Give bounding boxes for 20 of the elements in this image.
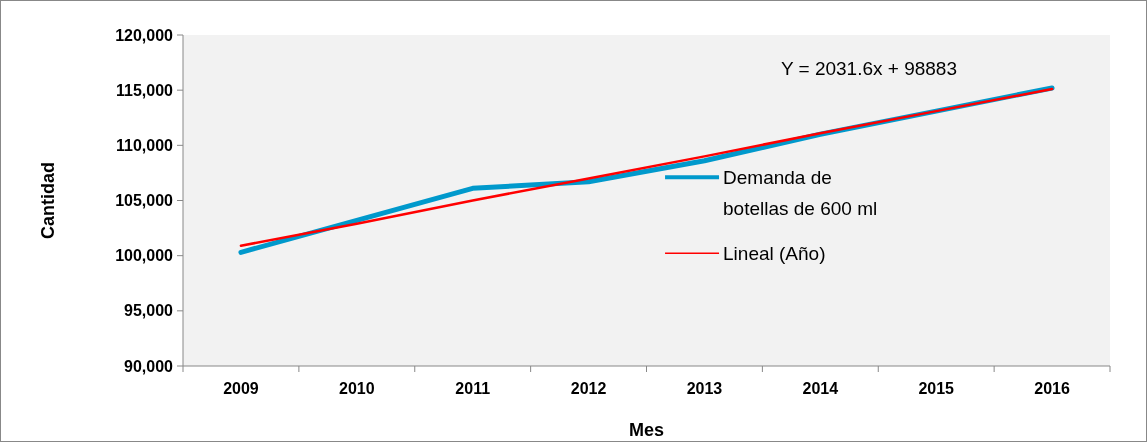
x-tick-label: 2014	[802, 380, 839, 397]
legend-label: Demanda de botellas de 600 ml	[723, 166, 878, 219]
x-tick-label: 2013	[686, 380, 723, 397]
x-tick-label: 2015	[918, 380, 955, 397]
y-tick-label: 95,000	[124, 302, 174, 320]
y-tick-label: 100,000	[115, 247, 174, 265]
y-tick-label: 120,000	[115, 26, 174, 44]
annotation: Y = 2031.6x + 98883	[780, 58, 958, 79]
x-tick-label: 2012	[570, 380, 607, 397]
y-tick-label: 110,000	[116, 136, 174, 154]
x-axis-title: Mes	[628, 420, 665, 440]
x-tick-label: 2010	[339, 380, 375, 397]
y-tick-label: 90,000	[124, 357, 174, 375]
y-axis-title: Cantidad	[38, 161, 58, 240]
x-tick-label: 2016	[1034, 380, 1070, 397]
y-tick-label: 115,000	[116, 81, 174, 99]
legend-label: Lineal (Año)	[723, 242, 826, 264]
x-tick-label: 2011	[455, 380, 491, 397]
y-tick-label: 105,000	[115, 192, 174, 210]
x-tick-label: 2009	[223, 380, 259, 397]
